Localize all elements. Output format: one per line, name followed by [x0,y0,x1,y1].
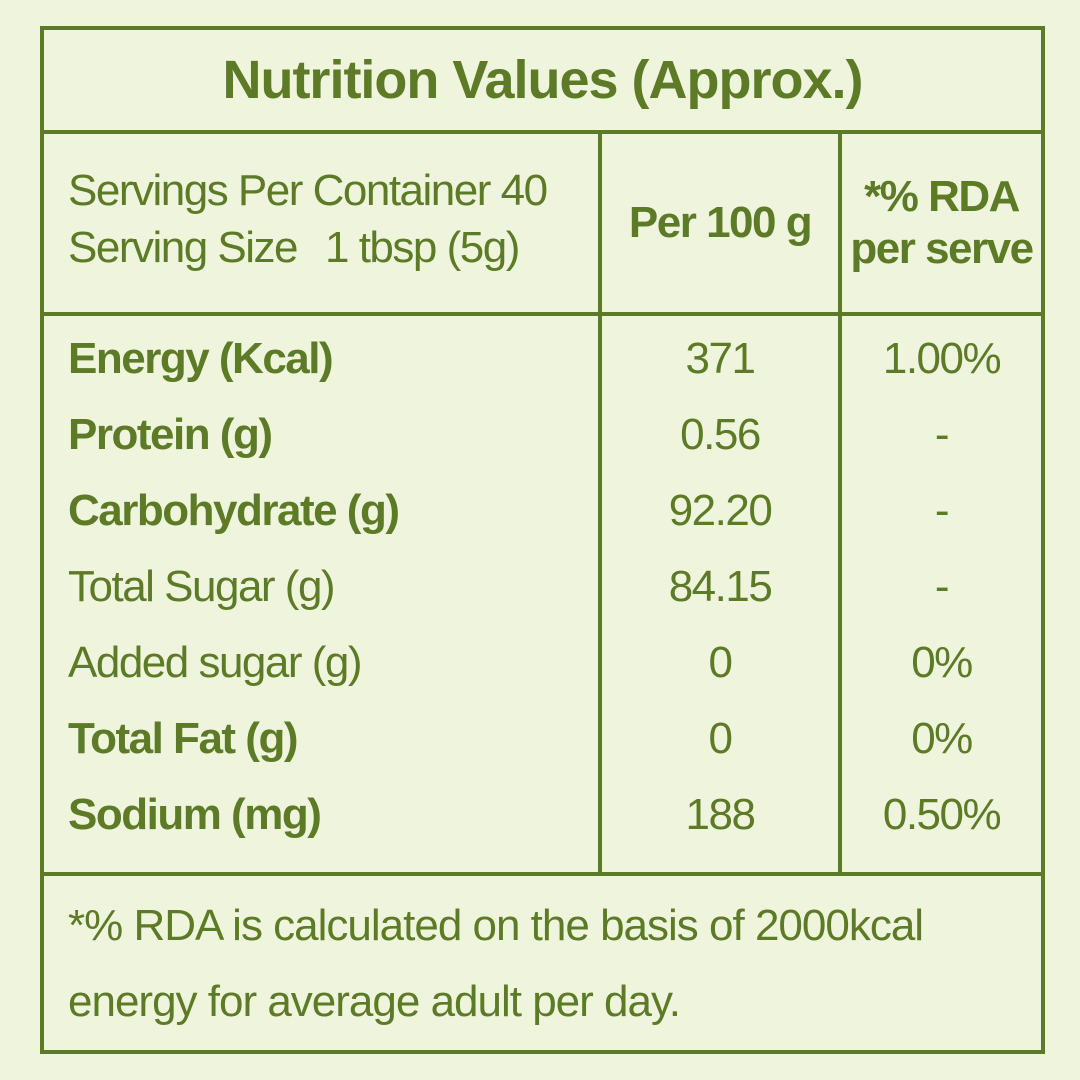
divider [44,872,1041,876]
rda-header-line1: *% RDA [864,172,1020,221]
table-row: Protein (g) 0.56 - [44,402,1041,478]
nutrient-rda: - [934,562,950,611]
nutrient-rda: - [934,410,950,459]
nutrient-rda: 1.00% [882,334,1002,383]
rda-header-line2: per serve [850,224,1034,273]
column-divider [598,134,602,872]
nutrient-per-100g: 188 [685,790,756,839]
nutrient-name: Total Sugar (g) [68,562,336,611]
servings-per-container: Servings Per Container 40 [68,166,548,215]
nutrient-name: Protein (g) [68,410,273,459]
nutrition-table: Nutrition Values (Approx.) Servings Per … [40,26,1045,1054]
footnote-line2: energy for average adult per day. [68,977,681,1026]
nutrient-rda: 0% [911,638,973,687]
column-divider [838,134,842,872]
nutrient-per-100g: 0.56 [680,410,761,459]
divider [44,312,1041,316]
footnote-line1: *% RDA is calculated on the basis of 200… [68,901,924,950]
serving-size-value: 1 tbsp (5g) [325,223,520,272]
nutrient-per-100g: 92.20 [668,486,773,535]
table-row: Sodium (mg) 188 0.50% [44,782,1041,858]
footnote: *% RDA is calculated on the basis of 200… [68,888,1028,1040]
table-title: Nutrition Values (Approx.) [222,50,863,110]
nutrient-per-100g: 84.15 [668,562,773,611]
column-header-rda: *% RDA per serve [842,134,1041,312]
table-row: Total Fat (g) 0 0% [44,706,1041,782]
table-row: Energy (Kcal) 371 1.00% [44,326,1041,402]
table-row: Added sugar (g) 0 0% [44,630,1041,706]
serving-size: Serving Size 1 tbsp (5g) [68,219,596,276]
nutrient-name: Added sugar (g) [68,638,363,687]
divider [44,130,1041,134]
nutrient-name: Total Fat (g) [68,714,298,763]
column-header-per-100g: Per 100 g [628,198,813,247]
nutrient-per-100g: 0 [708,714,733,763]
table-row: Carbohydrate (g) 92.20 - [44,478,1041,554]
serving-info: Servings Per Container 40 Serving Size 1 … [68,162,596,276]
nutrient-per-100g: 0 [708,638,733,687]
nutrient-rda: - [934,486,950,535]
nutrient-rda: 0.50% [882,790,1002,839]
serving-size-label: Serving Size [68,223,299,272]
nutrient-name: Sodium (mg) [68,790,322,839]
nutrient-per-100g: 371 [685,334,756,383]
nutrient-rows: Energy (Kcal) 371 1.00% Protein (g) 0.56- Car… [44,326,1041,858]
nutrient-rda: 0% [911,714,973,763]
nutrient-name: Carbohydrate (g) [68,486,400,535]
nutrient-name: Energy (Kcal) [68,334,334,383]
table-row: Total Sugar (g) 84.15 - [44,554,1041,630]
